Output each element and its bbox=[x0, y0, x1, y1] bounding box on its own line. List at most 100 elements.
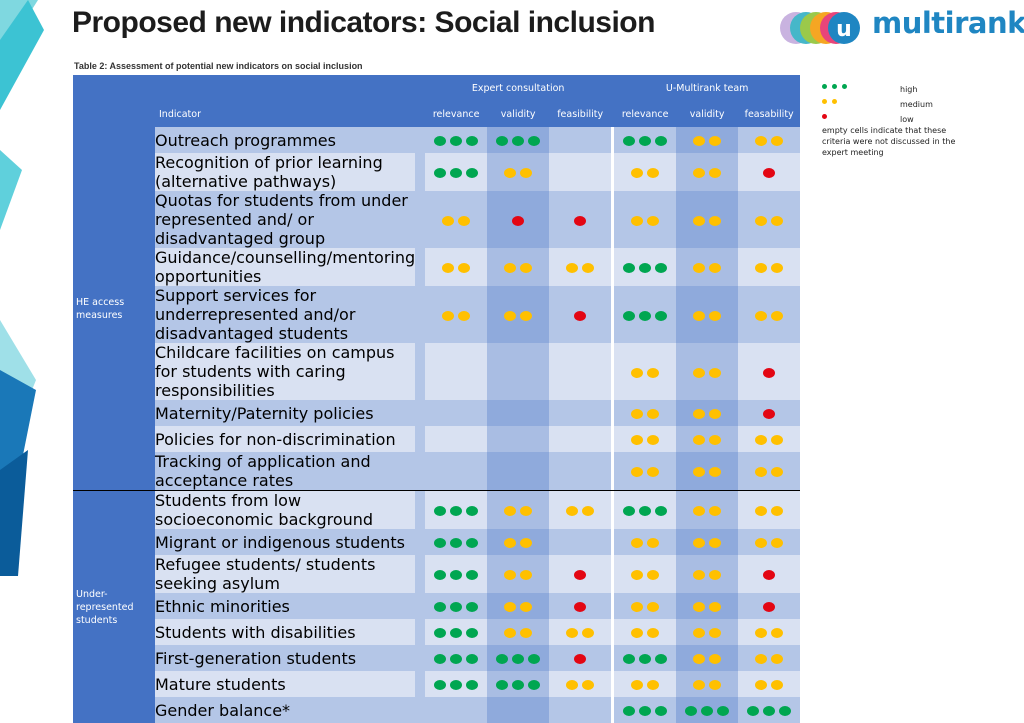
yellow-dot-icon bbox=[504, 628, 516, 638]
legend-low-label: low bbox=[900, 115, 914, 124]
rating-cell bbox=[738, 697, 800, 723]
green-dot-icon bbox=[639, 506, 651, 516]
yellow-dot-icon bbox=[755, 538, 767, 548]
yellow-dot-icon bbox=[566, 680, 578, 690]
yellow-dot-icon bbox=[771, 467, 783, 477]
green-dot-icon bbox=[450, 136, 462, 146]
rating-cell bbox=[549, 529, 611, 555]
rating-cell bbox=[614, 426, 676, 452]
green-dot-icon bbox=[434, 538, 446, 548]
yellow-dot-icon bbox=[822, 99, 827, 104]
rating-cell bbox=[676, 697, 738, 723]
red-dot-icon bbox=[763, 368, 775, 378]
yellow-dot-icon bbox=[566, 263, 578, 273]
yellow-dot-icon bbox=[458, 311, 470, 321]
rating-cell bbox=[549, 426, 611, 452]
green-dot-icon bbox=[450, 654, 462, 664]
indicator-name: Outreach programmes bbox=[155, 127, 415, 153]
rating-cell bbox=[425, 343, 487, 400]
green-dot-icon bbox=[779, 706, 791, 716]
rating-cell bbox=[549, 671, 611, 697]
green-dot-icon bbox=[434, 628, 446, 638]
legend-medium: medium bbox=[822, 97, 962, 112]
rating-cell bbox=[487, 191, 549, 248]
rating-cell bbox=[487, 343, 549, 400]
rating-cell bbox=[614, 191, 676, 248]
yellow-dot-icon bbox=[442, 263, 454, 273]
yellow-dot-icon bbox=[693, 602, 705, 612]
yellow-dot-icon bbox=[771, 506, 783, 516]
indicator-name: Students from low socioeconomic backgrou… bbox=[155, 491, 415, 530]
rating-cell bbox=[676, 153, 738, 191]
indicator-name: Gender balance* bbox=[155, 697, 415, 723]
rating-cell bbox=[738, 153, 800, 191]
green-dot-icon bbox=[623, 654, 635, 664]
green-dot-icon bbox=[434, 602, 446, 612]
yellow-dot-icon bbox=[504, 538, 516, 548]
rating-cell bbox=[487, 619, 549, 645]
rating-cell bbox=[676, 127, 738, 153]
green-dot-icon bbox=[466, 570, 478, 580]
indicator-name: Ethnic minorities bbox=[155, 593, 415, 619]
yellow-dot-icon bbox=[693, 467, 705, 477]
yellow-dot-icon bbox=[582, 628, 594, 638]
yellow-dot-icon bbox=[709, 409, 721, 419]
rating-cell bbox=[425, 619, 487, 645]
rating-cell bbox=[738, 343, 800, 400]
rating-cell bbox=[676, 593, 738, 619]
yellow-dot-icon bbox=[755, 311, 767, 321]
yellow-dot-icon bbox=[647, 368, 659, 378]
yellow-dot-icon bbox=[771, 680, 783, 690]
green-dot-icon bbox=[496, 654, 508, 664]
column-header-team-feasability: feasability bbox=[738, 101, 800, 127]
green-dot-icon bbox=[466, 538, 478, 548]
table-row: Guidance/counselling/mentoring opportuni… bbox=[73, 248, 800, 286]
yellow-dot-icon bbox=[755, 136, 767, 146]
legend-high-label: high bbox=[900, 85, 917, 94]
green-dot-icon bbox=[701, 706, 713, 716]
rating-cell bbox=[549, 127, 611, 153]
green-dot-icon bbox=[685, 706, 697, 716]
yellow-dot-icon bbox=[709, 216, 721, 226]
green-dot-icon bbox=[717, 706, 729, 716]
yellow-dot-icon bbox=[520, 263, 532, 273]
yellow-dot-icon bbox=[631, 409, 643, 419]
column-header-team-validity: validity bbox=[676, 101, 738, 127]
yellow-dot-icon bbox=[504, 570, 516, 580]
column-header-exp-feasibility: feasibility bbox=[549, 101, 611, 127]
yellow-dot-icon bbox=[709, 311, 721, 321]
indicator-name: Maternity/Paternity policies bbox=[155, 400, 415, 426]
rating-cell bbox=[614, 248, 676, 286]
green-dot-icon bbox=[434, 654, 446, 664]
yellow-dot-icon bbox=[631, 368, 643, 378]
yellow-dot-icon bbox=[709, 136, 721, 146]
indicator-name: Migrant or indigenous students bbox=[155, 529, 415, 555]
rating-cell bbox=[549, 400, 611, 426]
rating-cell bbox=[549, 697, 611, 723]
green-dot-icon bbox=[466, 168, 478, 178]
yellow-dot-icon bbox=[520, 168, 532, 178]
rating-cell bbox=[738, 645, 800, 671]
rating-cell bbox=[425, 491, 487, 530]
yellow-dot-icon bbox=[771, 538, 783, 548]
green-dot-icon bbox=[842, 84, 847, 89]
rating-cell bbox=[676, 191, 738, 248]
rating-cell bbox=[425, 529, 487, 555]
yellow-dot-icon bbox=[771, 628, 783, 638]
green-dot-icon bbox=[639, 136, 651, 146]
page-title: Proposed new indicators: Social inclusio… bbox=[72, 6, 655, 40]
yellow-dot-icon bbox=[566, 628, 578, 638]
yellow-dot-icon bbox=[693, 654, 705, 664]
green-dot-icon bbox=[450, 506, 462, 516]
rating-cell bbox=[614, 593, 676, 619]
rating-cell bbox=[676, 645, 738, 671]
red-dot-icon bbox=[822, 114, 827, 119]
green-dot-icon bbox=[450, 602, 462, 612]
rating-cell bbox=[614, 671, 676, 697]
red-dot-icon bbox=[574, 654, 586, 664]
green-dot-icon bbox=[655, 706, 667, 716]
rating-cell bbox=[487, 426, 549, 452]
rating-cell bbox=[425, 248, 487, 286]
indicator-name: Support services for underrepresented an… bbox=[155, 286, 415, 343]
